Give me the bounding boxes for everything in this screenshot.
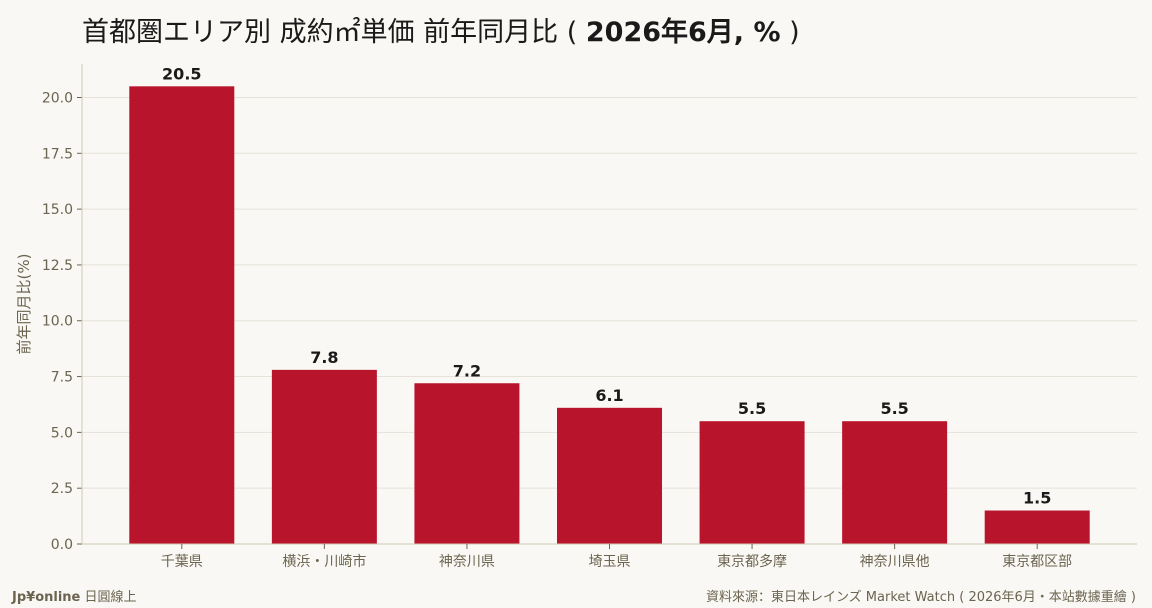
bar — [271, 369, 377, 544]
title-period: 2026年6月, % — [585, 17, 781, 48]
x-tick-label: 埼玉県 — [589, 554, 631, 570]
bar — [842, 421, 948, 544]
brand-name: Jp¥online — [12, 590, 81, 605]
x-axis: 千葉県 横浜・川崎市 神奈川県 埼玉県 東京都多摩 神奈川県他 東京都区部 — [82, 543, 1137, 570]
data-labels: 20.5 7.8 7.2 6.1 5.5 5.5 1.5 — [162, 64, 1051, 507]
x-tick-label: 横浜・川崎市 — [282, 553, 366, 570]
bar — [984, 510, 1090, 544]
x-tick-label: 神奈川県他 — [860, 554, 930, 570]
y-axis: 0.0 2.5 5.0 7.5 10.0 12.5 15.0 17.5 20.0 — [42, 64, 83, 553]
bar-value-label: 1.5 — [1023, 489, 1051, 508]
bar-value-label: 7.2 — [453, 361, 481, 380]
y-tick-label: 5.0 — [51, 425, 73, 441]
title-paren-open: ( — [558, 17, 586, 48]
bar-value-label: 7.8 — [310, 348, 338, 367]
y-tick-label: 20.0 — [42, 90, 73, 106]
bar-value-label: 20.5 — [162, 64, 201, 83]
y-tick-label: 2.5 — [51, 481, 73, 497]
y-tick-label: 10.0 — [42, 314, 73, 330]
x-tick-label: 東京都区部 — [1002, 554, 1072, 570]
x-tick-label: 東京都多摩 — [717, 553, 787, 570]
brand-sub: 日圓線上 — [80, 590, 137, 605]
y-tick-label: 17.5 — [42, 146, 73, 162]
y-tick-label: 12.5 — [42, 258, 73, 274]
grid-lines — [82, 96, 1137, 489]
x-tick-label: 神奈川県 — [439, 554, 495, 570]
x-tick-label: 千葉県 — [161, 554, 203, 570]
bar — [414, 383, 520, 544]
bar — [557, 407, 662, 544]
title-main: 首都圏エリア別 成約㎡単価 前年同月比 — [82, 17, 559, 48]
footer-brand: Jp¥online 日圓線上 — [12, 586, 137, 605]
y-tick-label: 15.0 — [42, 202, 73, 218]
bar — [129, 86, 235, 544]
chart-title: 首都圏エリア別 成約㎡単価 前年同月比 ( 2026年6月, % ) — [82, 10, 800, 49]
y-tick-label: 7.5 — [51, 370, 73, 386]
y-axis-label: 前年同月比(%) — [15, 254, 33, 355]
bar — [699, 421, 805, 544]
bars — [129, 86, 1090, 544]
bar-value-label: 5.5 — [738, 399, 766, 418]
bar-value-label: 5.5 — [880, 399, 908, 418]
bar-value-label: 6.1 — [595, 386, 623, 405]
footer-source: 資料來源：東日本レインズ Market Watch ( 2026年6月・本站數據… — [705, 590, 1136, 605]
title-paren-close: ) — [780, 17, 800, 48]
y-tick-label: 0.0 — [51, 537, 73, 553]
